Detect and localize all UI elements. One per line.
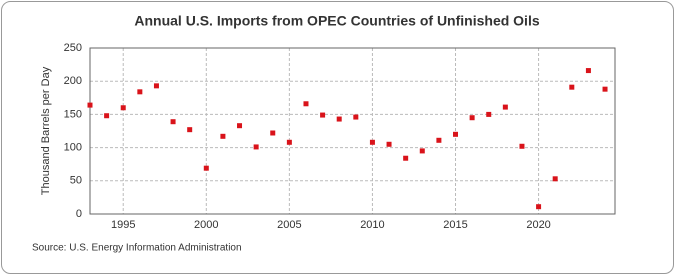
y-axis-label: Thousand Barrels per Day: [40, 66, 52, 195]
point: [469, 115, 475, 121]
point: [519, 143, 525, 149]
point: [286, 139, 292, 145]
point: [203, 165, 209, 171]
point: [353, 114, 359, 120]
source: Source: U.S. Energy Information Administ…: [32, 243, 242, 254]
point: [137, 89, 143, 95]
y-tick-label: 150: [64, 108, 82, 120]
x-tick-label: 2000: [194, 219, 218, 231]
point: [336, 116, 342, 122]
plot-border: [89, 47, 616, 215]
point: [104, 113, 110, 119]
point: [569, 84, 575, 90]
point: [602, 86, 608, 92]
y-tick-label: 100: [64, 142, 82, 154]
point: [120, 105, 126, 111]
point: [220, 133, 226, 139]
point: [253, 144, 259, 150]
y-tick-label: 200: [64, 75, 82, 87]
point: [436, 137, 442, 143]
point: [369, 139, 375, 145]
point: [419, 148, 425, 154]
point: [502, 104, 508, 110]
point: [237, 123, 243, 129]
point: [386, 141, 392, 147]
x-tick-label: 2015: [443, 219, 467, 231]
x-tick-label: 2010: [360, 219, 384, 231]
point: [585, 68, 591, 74]
x-tick-label: 1995: [111, 219, 135, 231]
point: [320, 112, 326, 118]
point: [453, 131, 459, 137]
point: [170, 119, 176, 125]
point: [536, 204, 542, 210]
point: [270, 130, 276, 136]
y-tick-label: 50: [70, 175, 82, 187]
chart-title: Annual U.S. Imports from OPEC Countries …: [134, 13, 539, 29]
point: [187, 127, 193, 133]
point: [303, 101, 309, 107]
point: [87, 102, 93, 108]
y-tick-label: 0: [76, 208, 82, 220]
point: [403, 155, 409, 161]
point: [153, 83, 159, 89]
x-tick-label: 2020: [526, 219, 550, 231]
point: [486, 111, 492, 117]
x-tick-label: 2005: [277, 219, 301, 231]
point: [552, 176, 558, 182]
y-tick-label: 250: [64, 42, 82, 54]
